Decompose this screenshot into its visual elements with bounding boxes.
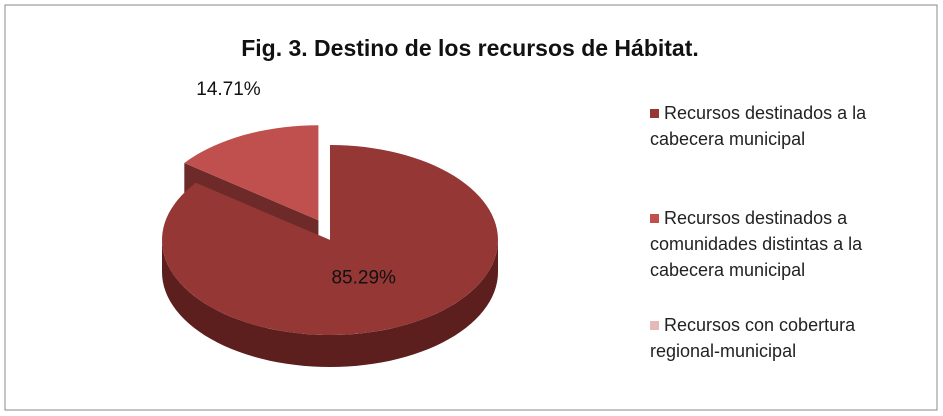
chart-title: Fig. 3. Destino de los recursos de Hábit… [241, 35, 699, 61]
legend-entry: Recursos destinados a la cabecera munici… [650, 100, 900, 152]
pie-slice [184, 125, 319, 221]
legend-label: Recursos destinados a comunidades distin… [650, 208, 863, 280]
legend-label: Recursos destinados a la cabecera munici… [650, 103, 867, 149]
data-label: 14.71% [196, 79, 261, 100]
pie-slice [162, 145, 498, 335]
legend-swatch [650, 214, 659, 223]
legend-swatch [650, 321, 659, 330]
legend-swatch [650, 109, 659, 118]
legend-entry: Recursos con cobertura regional-municipa… [650, 312, 900, 364]
slice-side [162, 240, 498, 367]
legend-entry: Recursos destinados a comunidades distin… [650, 205, 900, 283]
legend-label: Recursos con cobertura regional-municipa… [650, 315, 856, 361]
data-label: 85.29% [331, 267, 396, 288]
